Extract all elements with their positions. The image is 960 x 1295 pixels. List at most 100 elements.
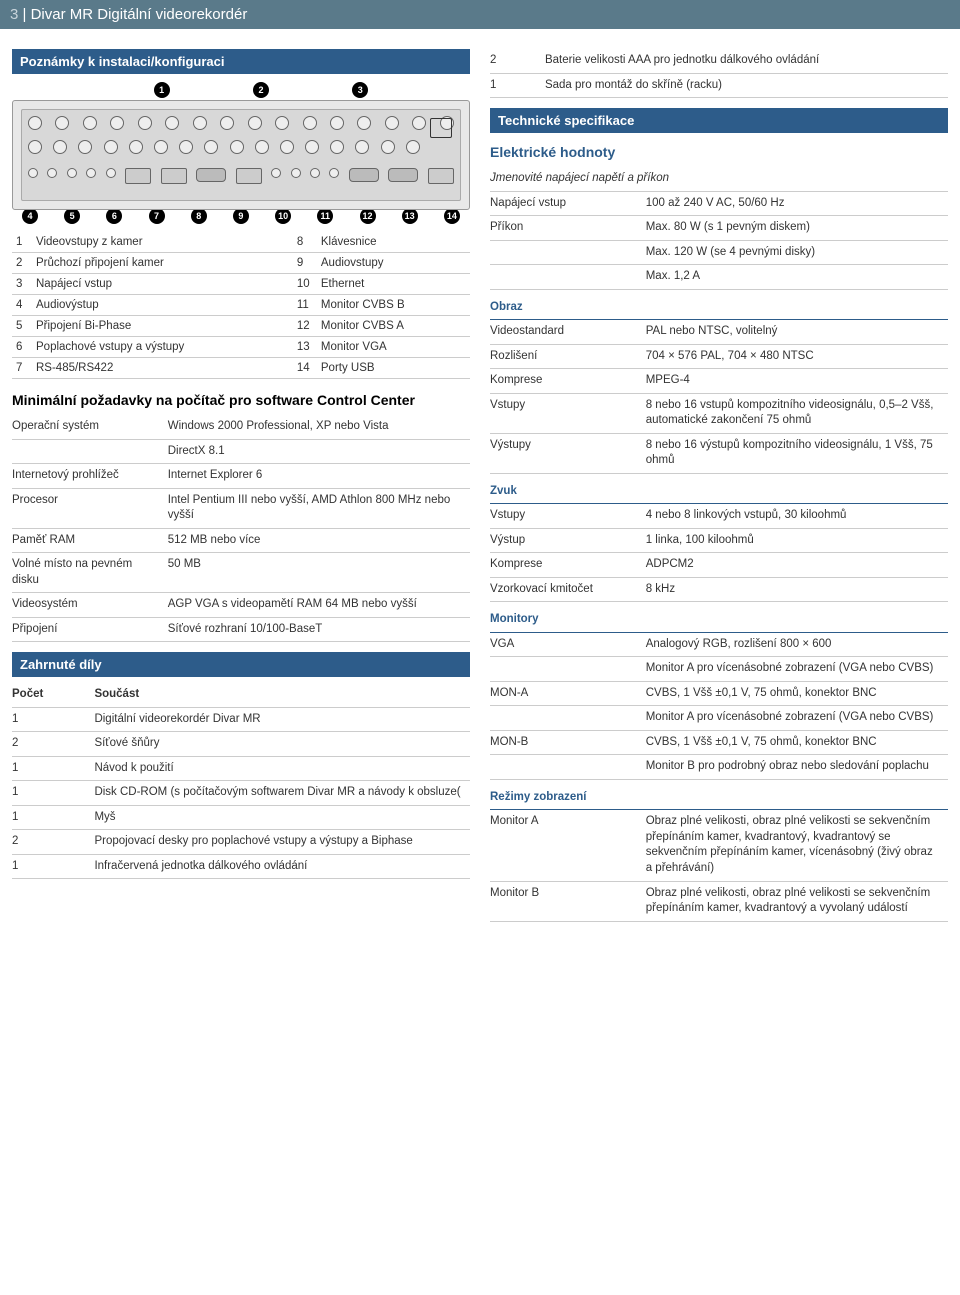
spec-val: 8 kHz	[646, 577, 948, 602]
spec-row: DirectX 8.1	[12, 439, 470, 464]
legend-text: Poplachové vstupy a výstupy	[32, 337, 293, 358]
qty: 1	[12, 707, 94, 732]
included-row: 2Síťové šňůry	[12, 732, 470, 757]
legend-text: Napájecí vstup	[32, 274, 293, 295]
spec-key: Monitor B	[490, 881, 646, 921]
spec-row: Internetový prohlížečInternet Explorer 6	[12, 464, 470, 489]
spec-val: 704 × 576 PAL, 704 × 480 NTSC	[646, 344, 948, 369]
zvuk-heading: Zvuk	[490, 480, 948, 504]
spec-key	[490, 657, 646, 682]
disp-table: Režimy zobrazení Monitor AObraz plné vel…	[490, 786, 948, 922]
included-header-row: Počet Součást	[12, 683, 470, 707]
spec-row: Výstupy8 nebo 16 výstupů kompozitního vi…	[490, 433, 948, 473]
spec-val: Windows 2000 Professional, XP nebo Vista	[168, 415, 470, 439]
included-row: 1Infračervená jednotka dálkového ovládán…	[12, 854, 470, 879]
callout-6: 6	[106, 208, 122, 224]
legend-row: 7RS-485/RS42214Porty USB	[12, 358, 470, 379]
rear-panel-diagram	[12, 100, 470, 210]
spec-val: Internet Explorer 6	[168, 464, 470, 489]
spec-key: Volné místo na pevném disku	[12, 553, 168, 593]
legend-text: Audiovýstup	[32, 295, 293, 316]
min-req-heading: Minimální požadavky na počítač pro softw…	[12, 389, 470, 411]
legend-num: 14	[293, 358, 317, 379]
spec-val: Síťové rozhraní 10/100-BaseT	[168, 617, 470, 642]
right-column: 2Baterie velikosti AAA pro jednotku dálk…	[490, 49, 948, 922]
legend-num: 12	[293, 316, 317, 337]
included-row: 1Návod k použití	[12, 756, 470, 781]
spec-key	[490, 265, 646, 290]
elec-table: Jmenovité napájecí napětí a příkon Napáj…	[490, 167, 948, 290]
legend-row: 4Audiovýstup11Monitor CVBS B	[12, 295, 470, 316]
legend-num: 9	[293, 253, 317, 274]
spec-row: 1Sada pro montáž do skříně (racku)	[490, 73, 948, 98]
spec-key: Vzorkovací kmitočet	[490, 577, 646, 602]
legend-text: Videovstupy z kamer	[32, 232, 293, 253]
spec-key: Napájecí vstup	[490, 191, 646, 216]
callout-5: 5	[64, 208, 80, 224]
spec-val: CVBS, 1 Všš ±0,1 V, 75 ohmů, konektor BN…	[646, 730, 948, 755]
legend-text: Monitor CVBS A	[317, 316, 470, 337]
spec-key: Procesor	[12, 488, 168, 528]
spec-row: Rozlišení704 × 576 PAL, 704 × 480 NTSC	[490, 344, 948, 369]
mon-table: Monitory VGAAnalogový RGB, rozlišení 800…	[490, 608, 948, 780]
spec-val: Analogový RGB, rozlišení 800 × 600	[646, 632, 948, 657]
callout-11: 11	[317, 208, 333, 224]
legend-text: Monitor VGA	[317, 337, 470, 358]
included-row: 1Disk CD-ROM (s počítačovým softwarem Di…	[12, 781, 470, 806]
spec-key	[12, 439, 168, 464]
mon-heading: Monitory	[490, 608, 948, 632]
spec-val: DirectX 8.1	[168, 439, 470, 464]
spec-row: 2Baterie velikosti AAA pro jednotku dálk…	[490, 49, 948, 73]
callout-row-bottom: 4567891011121314	[12, 208, 470, 224]
callout-3: 3	[352, 82, 368, 98]
legend-text: Připojení Bi-Phase	[32, 316, 293, 337]
spec-row: KompreseMPEG-4	[490, 369, 948, 394]
obraz-heading: Obraz	[490, 296, 948, 320]
item: Infračervená jednotka dálkového ovládání	[94, 854, 470, 879]
legend-num: 3	[12, 274, 32, 295]
spec-row: Monitor A pro vícenásobné zobrazení (VGA…	[490, 706, 948, 731]
callout-12: 12	[360, 208, 376, 224]
legend-row: 3Napájecí vstup10Ethernet	[12, 274, 470, 295]
callout-4: 4	[22, 208, 38, 224]
spec-val: Baterie velikosti AAA pro jednotku dálko…	[545, 49, 948, 73]
spec-key: Vstupy	[490, 504, 646, 529]
included-row: 1Myš	[12, 805, 470, 830]
legend-row: 6Poplachové vstupy a výstupy13Monitor VG…	[12, 337, 470, 358]
callout-7: 7	[149, 208, 165, 224]
callout-8: 8	[191, 208, 207, 224]
item: Návod k použití	[94, 756, 470, 781]
col-qty: Počet	[12, 683, 94, 707]
spec-val: 1 linka, 100 kiloohmů	[646, 528, 948, 553]
min-req-table: Operační systémWindows 2000 Professional…	[12, 415, 470, 642]
bnc-row-1	[28, 116, 454, 130]
legend-num: 11	[293, 295, 317, 316]
qty: 1	[12, 781, 94, 806]
legend-num: 4	[12, 295, 32, 316]
spec-val: Sada pro montáž do skříně (racku)	[545, 73, 948, 98]
legend-num: 13	[293, 337, 317, 358]
item: Disk CD-ROM (s počítačovým softwarem Div…	[94, 781, 470, 806]
spec-key: Rozlišení	[490, 344, 646, 369]
legend-text: Porty USB	[317, 358, 470, 379]
item: Síťové šňůry	[94, 732, 470, 757]
spec-val: Monitor B pro podrobný obraz nebo sledov…	[646, 755, 948, 780]
legend-text: Klávesnice	[317, 232, 470, 253]
legend-num: 5	[12, 316, 32, 337]
spec-row: Operační systémWindows 2000 Professional…	[12, 415, 470, 439]
spec-row: Volné místo na pevném disku50 MB	[12, 553, 470, 593]
spec-key: Příkon	[490, 216, 646, 241]
spec-val: Monitor A pro vícenásobné zobrazení (VGA…	[646, 706, 948, 731]
qty: 2	[12, 830, 94, 855]
legend-text: Průchozí připojení kamer	[32, 253, 293, 274]
spec-row: Monitor BObraz plné velikosti, obraz pln…	[490, 881, 948, 921]
page-header: 3 | Divar MR Digitální videorekordér	[0, 0, 960, 29]
spec-val: MPEG-4	[646, 369, 948, 394]
included-row: 2Propojovací desky pro poplachové vstupy…	[12, 830, 470, 855]
legend-num: 7	[12, 358, 32, 379]
legend-text: RS-485/RS422	[32, 358, 293, 379]
spec-key	[490, 706, 646, 731]
spec-val: Max. 120 W (se 4 pevnými disky)	[646, 240, 948, 265]
spec-row: PříkonMax. 80 W (s 1 pevným diskem)	[490, 216, 948, 241]
callout-2: 2	[253, 82, 269, 98]
